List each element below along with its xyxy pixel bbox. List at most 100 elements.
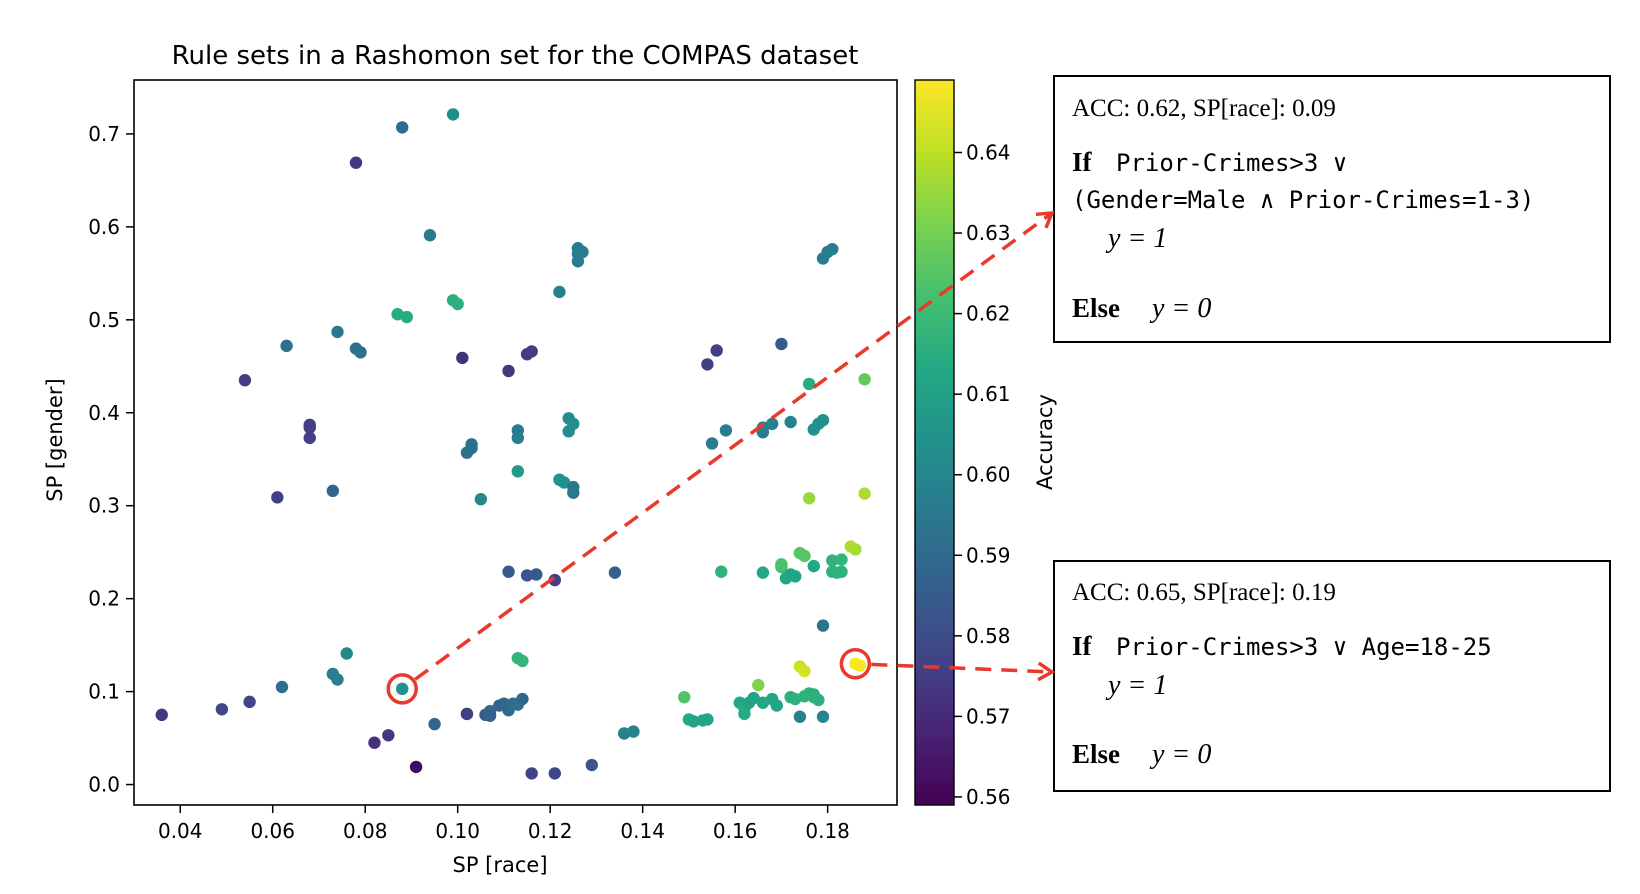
data-point	[511, 431, 525, 445]
data-point	[835, 553, 848, 566]
data-point	[303, 431, 316, 445]
data-point	[608, 566, 622, 579]
data-point	[756, 566, 770, 579]
data-point	[784, 415, 797, 429]
data-point	[802, 377, 816, 391]
colorbar-axis: 0.56 0.57 0.58 0.59 0.60 0.61 0.62 0.63 0.64	[954, 141, 1011, 809]
colorbar-tick-label: 0.57	[966, 704, 1011, 728]
data-point	[770, 699, 783, 712]
data-point	[687, 715, 700, 728]
rule-else-bottom: Else	[1072, 739, 1120, 769]
data-point	[585, 758, 598, 772]
data-point	[710, 344, 723, 357]
data-point	[446, 108, 460, 121]
data-point	[678, 690, 691, 704]
rule-cond1-bottom: Prior-Crimes>3 ∨ Age=18-25	[1116, 633, 1492, 661]
data-point	[826, 554, 839, 567]
y-tick-label: 0.1	[88, 680, 120, 704]
chart-title: Rule sets in a Rashomon set for the COMP…	[172, 41, 859, 71]
data-point	[557, 476, 571, 489]
callout-arrow-line	[871, 662, 1051, 674]
data-point	[627, 725, 640, 738]
data-point	[460, 707, 474, 721]
data-point	[275, 680, 289, 694]
y-axis-label: SP [gender]	[43, 378, 67, 502]
data-point	[474, 492, 488, 506]
rule-else-top: Else	[1072, 293, 1120, 323]
data-point	[456, 351, 469, 365]
data-point	[465, 438, 478, 451]
data-point	[340, 647, 353, 660]
data-point	[576, 245, 589, 259]
data-point	[798, 549, 811, 563]
rule-metrics-bottom: ACC: 0.65, SP[race]: 0.19	[1072, 579, 1336, 606]
data-point	[747, 691, 760, 705]
x-tick-label: 0.18	[805, 819, 850, 843]
data-point	[502, 364, 515, 378]
data-point	[553, 285, 566, 299]
x-axis-label: SP [race]	[452, 853, 547, 877]
y-tick-label: 0.3	[88, 494, 120, 518]
data-point	[400, 310, 414, 324]
rule-box-top	[1053, 75, 1611, 343]
colorbar-tick-label: 0.64	[966, 141, 1011, 165]
data-point	[567, 486, 580, 499]
data-point	[826, 242, 839, 256]
data-point	[155, 708, 168, 722]
colorbar-tick-label: 0.60	[966, 463, 1011, 487]
data-point	[396, 682, 409, 696]
data-point	[571, 255, 585, 268]
data-point	[789, 570, 802, 583]
rule-cond1-top: Prior-Crimes>3 ∨	[1116, 149, 1347, 177]
plot-frame	[133, 79, 898, 806]
data-point	[816, 619, 830, 632]
rule-then-top: y = 1	[1105, 223, 1167, 254]
data-point	[849, 543, 862, 556]
data-point	[451, 297, 464, 311]
x-tick-label: 0.04	[158, 819, 203, 843]
data-point	[331, 673, 344, 686]
data-point	[548, 767, 562, 780]
data-point	[701, 358, 714, 371]
rule-if-top: If	[1072, 147, 1093, 177]
data-point	[858, 373, 871, 386]
data-point	[382, 729, 395, 742]
rule-box-bottom	[1053, 560, 1611, 792]
x-tick-label: 0.12	[528, 819, 573, 843]
x-tick-label: 0.14	[620, 819, 665, 843]
data-point	[280, 339, 293, 353]
data-point	[243, 695, 256, 709]
highlight-circle	[386, 673, 418, 705]
colorbar-tick-label: 0.58	[966, 624, 1011, 648]
callout-arrow-head	[1035, 211, 1055, 229]
data-point	[331, 325, 344, 339]
data-point	[705, 437, 719, 450]
highlight-layer	[386, 211, 1056, 705]
data-point	[812, 693, 825, 707]
colorbar-tick-label: 0.59	[966, 543, 1011, 567]
data-point	[775, 337, 788, 351]
data-point	[738, 707, 751, 721]
rule-else-value-bottom: y = 0	[1149, 739, 1211, 770]
data-point	[428, 717, 441, 731]
data-point	[752, 678, 765, 692]
data-point	[793, 710, 807, 723]
data-point	[816, 710, 830, 723]
data-point	[502, 565, 515, 578]
colorbar-tick-label: 0.62	[966, 302, 1011, 326]
data-point	[548, 573, 562, 587]
data-point	[525, 767, 538, 780]
y-axis: 0.0 0.1 0.2 0.3 0.4 0.5 0.6 0.7	[88, 122, 134, 797]
data-point	[775, 558, 788, 571]
data-point	[423, 229, 437, 242]
rule-if-bottom: If	[1072, 631, 1093, 661]
rule-else-value-top: y = 0	[1149, 293, 1211, 324]
data-point	[853, 659, 867, 672]
y-tick-label: 0.4	[88, 401, 120, 425]
y-tick-label: 0.6	[88, 215, 120, 239]
data-point	[511, 465, 525, 478]
rule-then-bottom: y = 1	[1105, 670, 1167, 701]
data-point	[354, 346, 367, 359]
data-point	[802, 492, 816, 505]
y-tick-label: 0.0	[88, 773, 120, 797]
